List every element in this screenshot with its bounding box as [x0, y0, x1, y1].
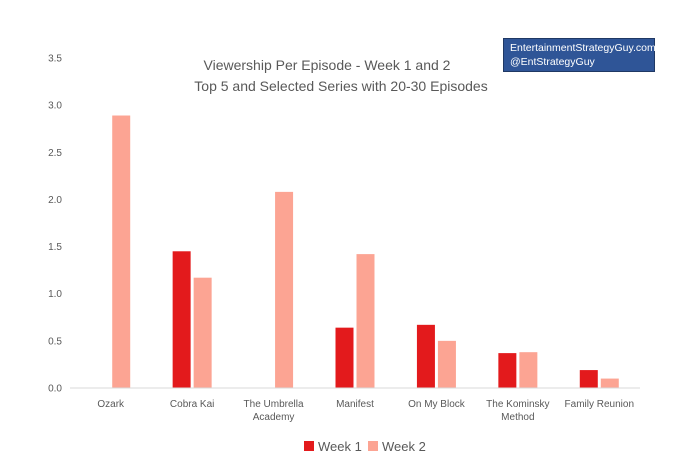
bar-week-2 — [437, 340, 456, 388]
bar-week-2 — [600, 378, 619, 388]
bars-group — [112, 115, 619, 388]
y-tick-label: 0.5 — [48, 336, 62, 347]
legend-label-week-1: Week 1 — [318, 439, 362, 454]
bar-week-2 — [275, 191, 294, 388]
bar-week-1 — [335, 327, 354, 388]
y-axis: 0.0 0.5 1.0 1.5 2.0 2.5 3.0 3.5 — [48, 54, 62, 395]
bar-week-2 — [519, 352, 538, 388]
y-tick-label: 3.5 — [48, 54, 62, 65]
chart-subtitle: Top 5 and Selected Series with 20-30 Epi… — [194, 78, 487, 94]
x-category-label: The Umbrella Academy — [244, 399, 304, 423]
x-category-label: Ozark — [97, 399, 125, 410]
y-tick-label: 2.5 — [48, 148, 62, 159]
x-axis-labels: Ozark Cobra Kai The Umbrella Academy Manifes… — [97, 399, 634, 423]
y-tick-label: 2.0 — [48, 195, 62, 206]
y-tick-label: 3.0 — [48, 101, 62, 112]
y-tick-label: 0.0 — [48, 384, 62, 395]
bar-week-1 — [579, 370, 598, 388]
legend: Week 1 Week 2 — [304, 439, 426, 454]
bar-week-1 — [498, 353, 517, 388]
bar-week-1 — [172, 251, 191, 388]
watermark-badge: EntertainmentStrategyGuy.com @EntStrateg… — [503, 38, 656, 72]
x-category-label: Manifest — [336, 399, 374, 410]
x-category-label: Cobra Kai — [170, 399, 214, 410]
x-category-label: Family Reunion — [565, 399, 634, 410]
x-category-label: The Kominsky Method — [486, 399, 549, 423]
bar-week-2 — [356, 254, 375, 388]
legend-swatch-week-1 — [304, 441, 314, 451]
bar-week-2 — [193, 277, 212, 388]
y-tick-label: 1.0 — [48, 289, 62, 300]
bar-week-1 — [416, 324, 435, 388]
bar-week-2 — [112, 115, 131, 388]
badge-handle: @EntStrategyGuy — [510, 56, 595, 68]
chart-title: Viewership Per Episode - Week 1 and 2 — [204, 57, 451, 73]
legend-label-week-2: Week 2 — [382, 439, 426, 454]
y-tick-label: 1.5 — [48, 242, 62, 253]
x-category-label: On My Block — [408, 399, 466, 410]
badge-website: EntertainmentStrategyGuy.com — [510, 42, 656, 54]
legend-swatch-week-2 — [368, 441, 378, 451]
